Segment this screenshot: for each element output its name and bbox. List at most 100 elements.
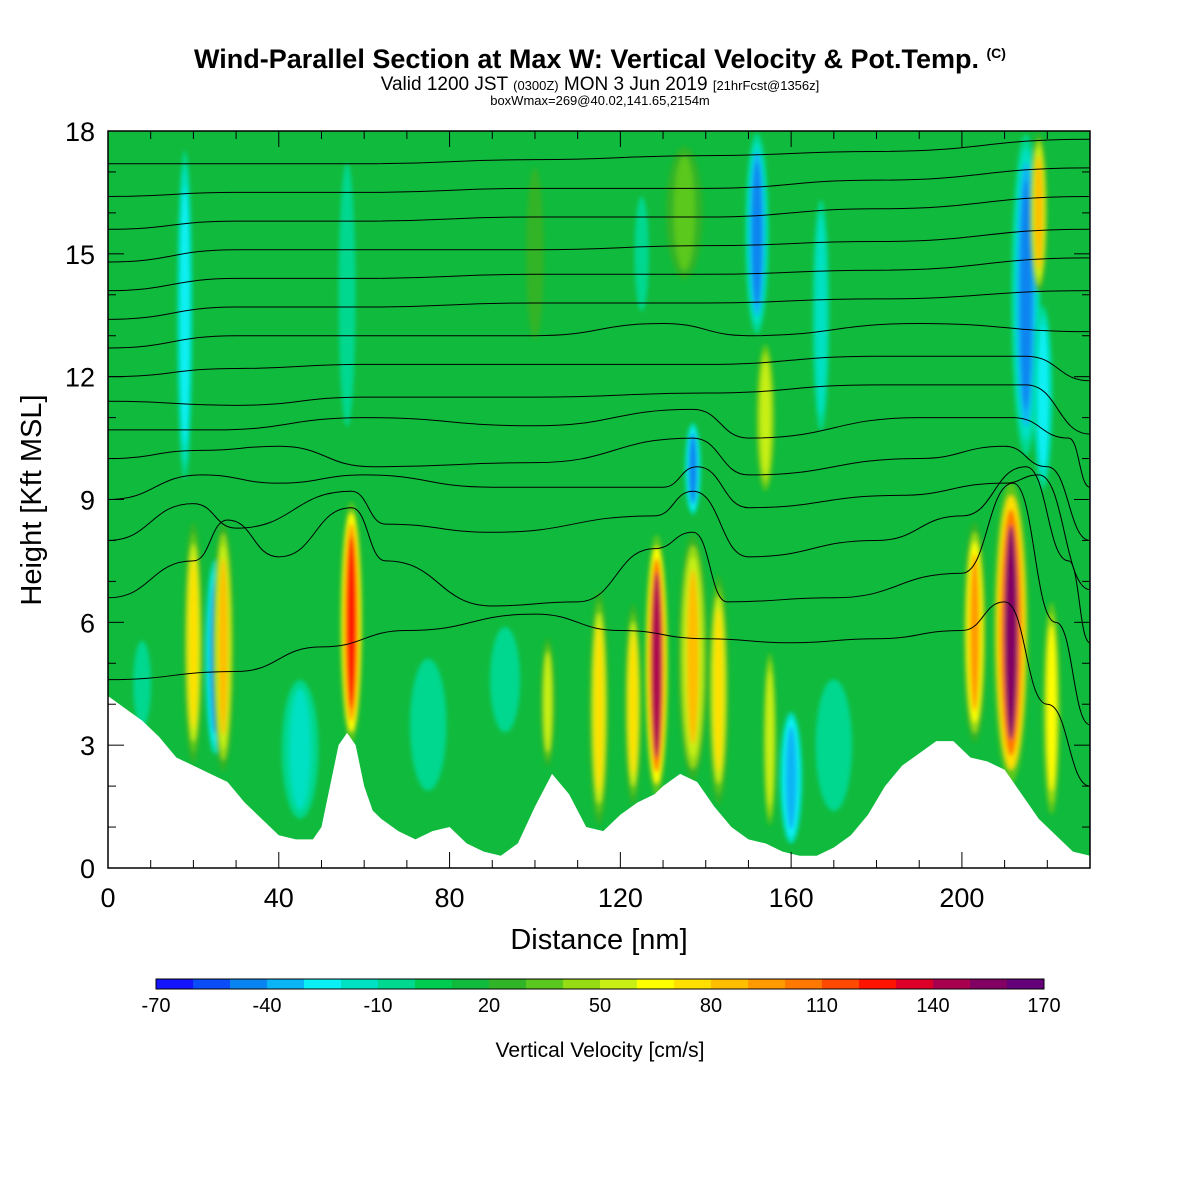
theta-contour (108, 601, 1090, 787)
theta-contour (108, 138, 1090, 165)
colorbar-swatch (267, 979, 305, 989)
y-tick-label: 12 (65, 363, 95, 393)
x-tick-label: 40 (264, 883, 294, 913)
valid-local: Valid 1200 JST (380, 74, 508, 95)
colorbar-swatch (304, 979, 342, 989)
velocity-plume-band (815, 214, 827, 416)
velocity-plume-band (594, 625, 604, 792)
x-axis-title: Distance [nm] (510, 924, 687, 956)
theta-contour (108, 482, 1090, 726)
colorbar-swatch (859, 979, 897, 989)
velocity-plumes (133, 132, 1061, 844)
x-tick-label: 80 (435, 883, 465, 913)
colorbar-tick-label: -10 (364, 995, 393, 1017)
colorbar-swatch (600, 979, 638, 989)
velocity-plume-band (526, 167, 544, 340)
velocity-plume-band (417, 667, 439, 783)
colorbar-tick-label: 170 (1027, 995, 1060, 1017)
colorbar-tick-label: 50 (589, 995, 611, 1017)
colorbar-swatch (674, 979, 712, 989)
theta-contour (108, 257, 1090, 292)
colorbar-swatch (341, 979, 379, 989)
theta-contours (108, 138, 1090, 787)
colorbar-swatch (896, 979, 934, 989)
colorbar-swatch (526, 979, 564, 989)
box-wmax-info: boxWmax=269@40.02,141.65,2154m (490, 93, 710, 108)
velocity-plume-band (823, 687, 845, 803)
colorbar-title: Vertical Velocity [cm/s] (496, 1039, 705, 1062)
copyright-mark: (C) (986, 45, 1006, 61)
colorbar-tick-label: -70 (142, 995, 171, 1017)
velocity-plume-band (634, 196, 649, 312)
velocity-plume-band (1038, 325, 1048, 469)
colorbar-tick-label: 80 (700, 995, 722, 1017)
x-tick-label: 120 (598, 883, 643, 913)
velocity-plume-band (543, 652, 552, 753)
velocity-plume-band (651, 572, 662, 759)
x-tick-label: 160 (769, 883, 814, 913)
valid-utc: (0300Z) (513, 78, 559, 93)
velocity-plume-band (189, 556, 198, 729)
velocity-plume-band (180, 186, 190, 445)
chart-title: Wind-Parallel Section at Max W: Vertical… (0, 44, 1200, 75)
theta-contour (108, 196, 1090, 230)
velocity-plume-band (496, 633, 514, 726)
velocity-plume-band (218, 558, 228, 736)
velocity-plume-band (1047, 625, 1057, 792)
velocity-plume-band (133, 640, 151, 727)
velocity-plume-band (1034, 155, 1043, 271)
colorbar-swatch (711, 979, 749, 989)
valid-date: MON 3 Jun 2019 (563, 74, 708, 95)
velocity-plume-band (752, 161, 762, 306)
forecast-info: [21hrFcst@1356z] (712, 78, 820, 93)
colorbar-swatch (452, 979, 490, 989)
velocity-plume-band (1004, 525, 1018, 741)
colorbar-swatch (230, 979, 268, 989)
valid-time: Valid 1200 JST (0300Z) MON 3 Jun 2019 [2… (0, 74, 1200, 96)
colorbar-swatch (378, 979, 416, 989)
theta-contour (108, 290, 1090, 320)
theta-contour (108, 228, 1090, 263)
y-tick-label: 6 (80, 608, 95, 638)
colorbar-swatch (193, 979, 231, 989)
velocity-plume-band (687, 569, 699, 745)
theta-contour (108, 466, 1090, 591)
theta-contour (108, 322, 1090, 349)
theta-contour (108, 437, 1090, 541)
colorbar-swatch (822, 979, 860, 989)
velocity-plume-band (688, 432, 698, 505)
velocity-plume-band (629, 632, 638, 776)
colorbar-tick-label: -40 (253, 995, 282, 1017)
colorbar-swatch (748, 979, 786, 989)
theta-contour (108, 384, 1090, 435)
y-tick-label: 9 (80, 486, 95, 516)
colorbar-swatch (933, 979, 971, 989)
colorbar-swatch (563, 979, 601, 989)
velocity-plume-band (760, 360, 771, 475)
x-tick-label: 0 (100, 883, 115, 913)
velocity-plume-band (969, 553, 980, 712)
colorbar-swatch (415, 979, 453, 989)
colorbar-swatch (489, 979, 527, 989)
axis-ticks: 0 40 80 120 160 200 0 3 6 9 12 15 18 (65, 117, 1091, 913)
theta-contour (108, 466, 1090, 644)
velocity-plume-band (341, 180, 353, 410)
velocity-plume-band (766, 671, 774, 807)
colorbar-tick-label: 20 (478, 995, 500, 1017)
title-text: Wind-Parallel Section at Max W: Vertical… (194, 44, 979, 74)
colorbar-swatch (637, 979, 675, 989)
colorbar-swatch (970, 979, 1008, 989)
plot-area (108, 131, 1090, 868)
terrain (108, 696, 1090, 868)
y-tick-label: 3 (80, 731, 95, 761)
velocity-plume-band (289, 689, 311, 810)
theta-contour (108, 355, 1090, 382)
y-tick-label: 15 (65, 240, 95, 270)
colorbar-swatch (156, 979, 194, 989)
colorbar-swatch (785, 979, 823, 989)
theta-contour (108, 167, 1090, 198)
y-tick-label: 0 (80, 854, 95, 884)
velocity-plume-band (673, 155, 695, 271)
velocity-plume-band (785, 726, 797, 830)
